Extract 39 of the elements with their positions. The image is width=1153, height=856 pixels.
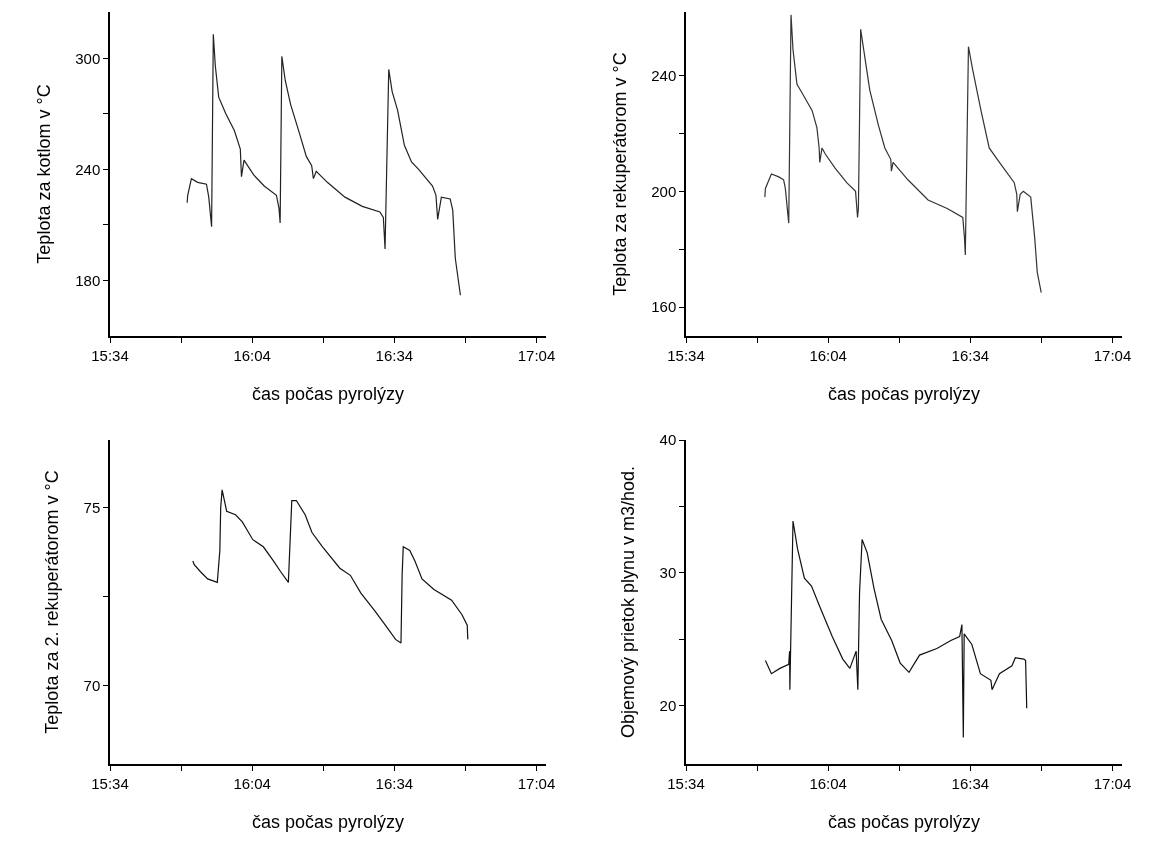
x-tick-label: 15:34 <box>667 774 705 792</box>
y-tick-label: 30 <box>659 564 677 582</box>
x-tick-label: 17:04 <box>1093 346 1132 364</box>
x-axis-title: čas počas pyrolýzy <box>827 812 981 833</box>
line-series <box>764 520 1028 739</box>
x-tick-label: 16:04 <box>233 346 271 364</box>
y-axis-title: Objemový prietok plynu v m3/hod. <box>618 465 639 739</box>
y-tick-label: 240 <box>75 160 101 178</box>
x-axis-title: čas počas pyrolýzy <box>827 384 981 405</box>
line-series <box>192 489 469 644</box>
x-tick-label: 16:04 <box>233 774 271 792</box>
y-tick-label: 75 <box>83 498 101 516</box>
y-tick-label: 40 <box>659 431 677 449</box>
x-tick-label: 15:34 <box>667 346 705 364</box>
x-tick-label: 17:04 <box>517 346 556 364</box>
x-tick-label: 16:04 <box>809 346 847 364</box>
x-tick-label: 16:04 <box>809 774 847 792</box>
x-tick-label: 17:04 <box>517 774 556 792</box>
y-tick-label: 20 <box>659 696 677 714</box>
x-tick-label: 16:34 <box>951 774 990 792</box>
y-tick-label: 300 <box>75 49 101 67</box>
y-axis-title: Teplota za 2. rekuperátorom v °C <box>42 470 63 734</box>
y-tick-label: 70 <box>83 676 101 694</box>
x-tick-label: 16:34 <box>375 774 414 792</box>
y-tick-label: 240 <box>651 66 677 84</box>
x-axis-title: čas počas pyrolýzy <box>251 812 405 833</box>
y-axis-title: Teplota za kotlom v °C <box>33 84 54 264</box>
x-tick-label: 15:34 <box>91 346 129 364</box>
x-tick-label: 16:34 <box>375 346 414 364</box>
line-series <box>764 14 1042 294</box>
x-tick-label: 16:34 <box>951 346 990 364</box>
y-tick-label: 200 <box>651 182 677 200</box>
x-tick-label: 15:34 <box>91 774 129 792</box>
y-tick-label: 180 <box>75 271 101 289</box>
line-series <box>186 33 462 296</box>
y-axis-title: Teplota za rekuperátorom v °C <box>609 52 630 296</box>
y-tick-label: 160 <box>651 298 677 316</box>
x-tick-label: 17:04 <box>1093 774 1132 792</box>
x-axis-title: čas počas pyrolýzy <box>251 384 405 405</box>
